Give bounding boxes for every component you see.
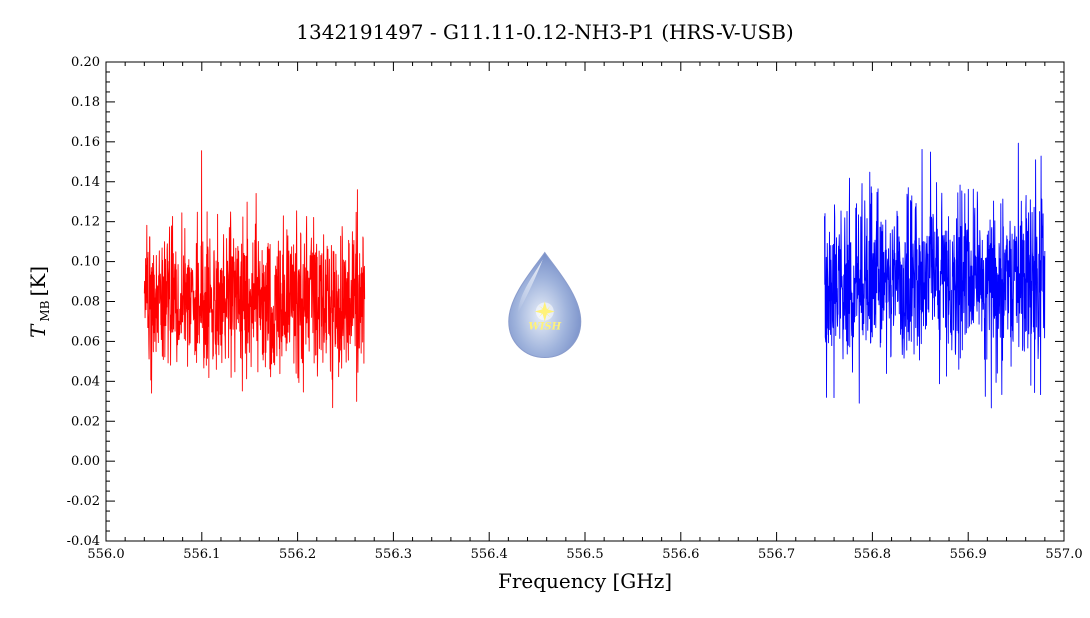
chart-title: 1342191497 - G11.11-0.12-NH3-P1 (HRS-V-U… <box>296 20 793 44</box>
x-tick-label: 556.0 <box>87 547 124 562</box>
series-layer <box>143 142 1046 409</box>
y-tick-label: 0.00 <box>71 454 100 469</box>
y-tick-label: 0.16 <box>71 135 100 150</box>
y-axis-title-subscript: MB <box>38 300 52 321</box>
x-tick-label: 556.4 <box>471 547 508 562</box>
x-tick-label: 556.8 <box>854 547 891 562</box>
y-tick-label: 0.14 <box>71 175 100 190</box>
x-axis-title: Frequency [GHz] <box>498 569 672 593</box>
y-axis: -0.04 -0.02 0.00 0.02 0.04 0.06 0.08 0.10 0.12 0.… <box>67 55 1064 549</box>
y-tick-label: -0.02 <box>67 494 100 509</box>
y-tick-label: 0.02 <box>71 414 100 429</box>
logo-text: WISH <box>528 321 561 332</box>
series-line-2 <box>824 142 1046 409</box>
x-tick-label: 556.1 <box>183 547 220 562</box>
x-tick-label: 556.2 <box>279 547 316 562</box>
x-tick-label: 556.5 <box>566 547 603 562</box>
wish-logo: WISH <box>508 251 582 358</box>
y-tick-label: -0.04 <box>67 534 100 549</box>
x-tick-label: 556.6 <box>662 547 699 562</box>
x-tick-label: 556.3 <box>375 547 412 562</box>
series-line-1 <box>143 150 366 409</box>
y-axis-title-unit: [K] <box>26 266 50 297</box>
y-axis-title: T MB [K] <box>26 266 52 338</box>
y-tick-label: 0.04 <box>71 374 100 389</box>
plot-area: WISH <box>105 61 1065 542</box>
droplet-highlight <box>517 259 543 314</box>
y-tick-label: 0.20 <box>71 55 100 70</box>
y-tick-label: 0.18 <box>71 95 100 110</box>
y-tick-label: 0.10 <box>71 255 100 270</box>
y-tick-label: 0.08 <box>71 295 100 310</box>
x-tick-label: 556.9 <box>950 547 987 562</box>
y-tick-label: 0.06 <box>71 334 100 349</box>
x-axis: 556.0 556.1 556.2 556.3 556.4 556.5 556.6 556.7… <box>87 62 1083 562</box>
y-axis-title-symbol: T <box>26 323 50 338</box>
wish-droplet: WISH <box>508 251 582 358</box>
x-tick-label: 557.0 <box>1045 547 1082 562</box>
x-tick-label: 556.7 <box>758 547 795 562</box>
star-icon <box>534 301 555 322</box>
y-tick-label: 0.12 <box>71 215 100 230</box>
